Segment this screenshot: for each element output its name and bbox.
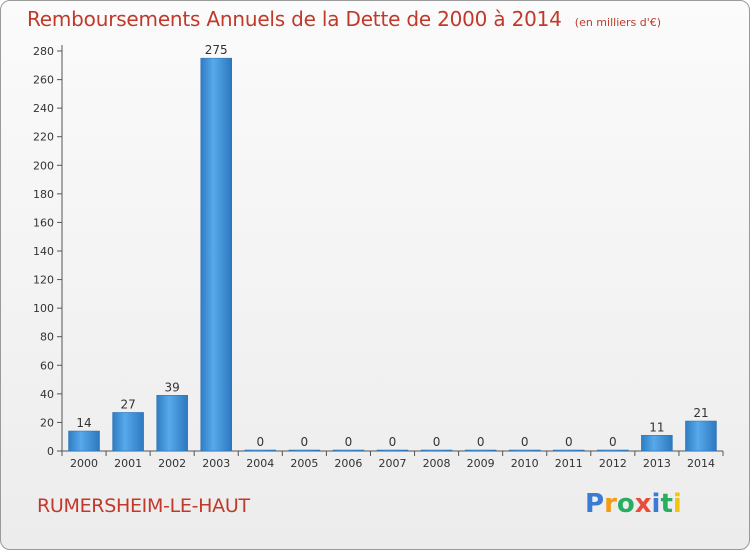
brand-letter: r [604, 489, 617, 519]
value-label-2011: 0 [565, 435, 573, 449]
brand-letter: x [634, 489, 652, 519]
value-label-2009: 0 [477, 435, 485, 449]
y-tick-label: 80 [40, 331, 54, 344]
commune-name: RUMERSHEIM-LE-HAUT [37, 495, 250, 517]
y-tick-label: 140 [33, 245, 54, 258]
bar-2002 [156, 395, 188, 452]
x-tick-label-2008: 2008 [423, 457, 451, 470]
bar-2012 [597, 449, 629, 452]
y-tick-label: 120 [33, 274, 54, 287]
x-tick-label-2005: 2005 [290, 457, 318, 470]
brand-letter: i [651, 489, 661, 519]
chart-subtitle: (en milliers d'€) [574, 16, 662, 29]
value-label-2014: 21 [693, 406, 708, 420]
x-tick-label-2014: 2014 [687, 457, 715, 470]
x-tick-label-2007: 2007 [379, 457, 407, 470]
bar-2003 [200, 57, 232, 452]
brand-letter: o [616, 489, 635, 519]
y-tick-label: 240 [33, 102, 54, 115]
value-label-2004: 0 [256, 435, 264, 449]
y-tick-label: 100 [33, 302, 54, 315]
bar-2010 [508, 449, 541, 452]
x-tick-label-2002: 2002 [158, 457, 186, 470]
bar-2001 [112, 412, 144, 452]
brand-letter: P [585, 489, 605, 519]
y-tick-label: 260 [33, 74, 54, 87]
y-tick-label: 200 [33, 159, 54, 172]
bar-2009 [464, 449, 497, 452]
brand-letter: i [672, 489, 682, 519]
bar-2006 [332, 449, 365, 452]
x-tick-label-2011: 2011 [555, 457, 583, 470]
bar-2005 [288, 449, 321, 452]
value-label-2006: 0 [345, 435, 353, 449]
proxiti-logo: Proxiti [585, 489, 682, 519]
value-label-2013: 11 [649, 420, 664, 434]
y-tick-label: 160 [33, 216, 54, 229]
x-tick-label-2009: 2009 [467, 457, 495, 470]
value-label-2000: 14 [76, 416, 91, 430]
chart-labels: 14 2000 27 2001 39 2002 275 2003 0 2004 0 2005 0 2006… [70, 43, 715, 470]
value-label-2008: 0 [433, 435, 441, 449]
x-tick-label-2013: 2013 [643, 457, 671, 470]
bar-2013 [641, 435, 673, 452]
y-tick-label: 40 [40, 388, 54, 401]
y-tick-label: 180 [33, 188, 54, 201]
x-tick-label-2000: 2000 [70, 457, 98, 470]
value-label-2005: 0 [301, 435, 309, 449]
x-tick-label-2004: 2004 [246, 457, 274, 470]
brand-letter: t [660, 489, 673, 519]
value-label-2010: 0 [521, 435, 529, 449]
chart-bars [68, 57, 717, 452]
x-tick-label-2003: 2003 [202, 457, 230, 470]
value-label-2012: 0 [609, 435, 617, 449]
bar-2000 [68, 430, 100, 452]
bar-2004 [244, 449, 277, 452]
y-tick-label: 20 [40, 416, 54, 429]
chart-title-row: Remboursements Annuels de la Dette de 20… [27, 7, 661, 31]
value-label-2007: 0 [389, 435, 397, 449]
bar-2008 [420, 449, 453, 452]
y-tick-label: 220 [33, 131, 54, 144]
x-tick-label-2001: 2001 [114, 457, 142, 470]
y-tick-label: 0 [47, 445, 54, 458]
value-label-2003: 275 [205, 43, 228, 57]
value-label-2001: 27 [120, 397, 135, 411]
value-label-2002: 39 [165, 380, 180, 394]
chart-title: Remboursements Annuels de la Dette de 20… [27, 7, 562, 31]
bar-2007 [376, 449, 409, 452]
x-tick-label-2012: 2012 [599, 457, 627, 470]
x-tick-label-2010: 2010 [511, 457, 539, 470]
bar-2014 [685, 420, 717, 452]
x-tick-label-2006: 2006 [334, 457, 362, 470]
y-tick-label: 280 [33, 45, 54, 58]
y-tick-label: 60 [40, 359, 54, 372]
bar-2011 [553, 449, 585, 452]
